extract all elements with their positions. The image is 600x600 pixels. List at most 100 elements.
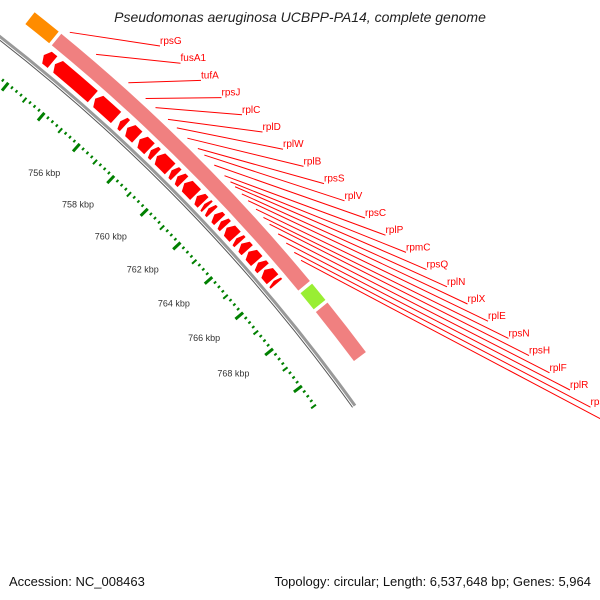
gene-arrow-rpsG	[41, 50, 59, 70]
scale-label: 762 kbp	[127, 265, 159, 275]
minor-tick	[280, 361, 285, 366]
gene-label-rpsN: rpsN	[509, 328, 530, 339]
major-tick	[293, 384, 303, 394]
topology-text: Topology: circular; Length: 6,537,648 bp…	[274, 574, 591, 589]
minor-tick	[273, 352, 278, 357]
minor-tick	[98, 163, 103, 167]
minor-tick	[21, 97, 28, 103]
scale-label: 760 kbp	[95, 232, 127, 242]
minor-tick	[126, 191, 132, 198]
minor-tick	[1, 78, 5, 83]
minor-tick	[140, 203, 145, 208]
feature-band	[299, 282, 327, 311]
gene-label-rpsS: rpsS	[324, 174, 345, 185]
minor-tick	[295, 380, 299, 384]
gene-arrow-rpsE	[260, 267, 280, 286]
minor-tick	[55, 123, 59, 128]
minor-tick	[14, 89, 19, 94]
minor-tick	[102, 167, 107, 171]
minor-tick	[119, 183, 124, 187]
feature-band	[50, 32, 312, 292]
minor-tick	[243, 316, 248, 320]
gene-label-rplR: rplR	[570, 380, 588, 391]
minor-tick	[37, 108, 41, 113]
gene-label-rplE: rplE	[488, 311, 506, 322]
major-tick	[106, 174, 116, 185]
gene-leader-line	[247, 200, 468, 305]
gene-arrow-rplW	[146, 145, 162, 162]
minor-tick	[185, 250, 190, 254]
gene-arrow-rplV	[173, 172, 190, 189]
minor-tick	[132, 195, 136, 200]
gene-label-rpsG: rpsG	[160, 36, 182, 47]
minor-tick	[89, 155, 94, 159]
gene-arrow-rpsH	[237, 240, 254, 257]
minor-tick	[262, 338, 267, 343]
minor-tick	[63, 131, 68, 136]
gene-leader-line	[187, 137, 304, 167]
gene-arrow-rpsJ	[116, 116, 132, 133]
accession-text: Accession: NC_008463	[9, 574, 145, 589]
gene-leader-line	[224, 175, 386, 236]
minor-tick	[159, 224, 165, 231]
gene-label-rpmC: rpmC	[406, 242, 430, 253]
minor-tick	[169, 233, 174, 237]
minor-tick	[252, 329, 259, 336]
minor-tick	[157, 220, 161, 225]
minor-tick	[115, 179, 120, 183]
feature-band	[23, 10, 61, 45]
minor-tick	[85, 151, 90, 155]
gene-label-rpsC: rpsC	[365, 208, 386, 219]
minor-tick	[32, 104, 37, 109]
gene-arrow-rpsS	[167, 166, 183, 182]
minor-tick	[197, 263, 202, 267]
gene-arrow-rpsN	[231, 234, 247, 249]
gene-label-rplD: rplD	[263, 122, 281, 133]
minor-tick	[107, 171, 111, 175]
gene-label-rplW: rplW	[283, 139, 304, 150]
minor-tick	[205, 272, 209, 276]
gene-label-rplB: rplB	[304, 156, 322, 167]
gene-leader-line	[197, 148, 325, 185]
gene-label-rplF: rplF	[550, 363, 567, 374]
scale-label-group: 756 kbp 758 kbp 760 kbp 762 kbp 764 kbp 766 k…	[28, 168, 249, 379]
minor-tick	[46, 116, 50, 120]
major-tick	[139, 207, 149, 217]
major-tick	[264, 347, 274, 357]
gene-arrow-rplE	[223, 224, 242, 244]
gene-label-rpsH: rpsH	[529, 346, 550, 357]
minor-tick	[124, 187, 128, 191]
gene-arrow-rplD	[136, 135, 156, 156]
minor-tick	[236, 307, 240, 311]
minor-tick	[165, 229, 169, 233]
gene-leader-line	[285, 242, 571, 391]
gene-leader-line	[167, 118, 263, 133]
gene-group	[41, 50, 284, 290]
minor-tick	[10, 85, 14, 90]
gene-label-rplX: rplX	[468, 294, 486, 305]
minor-tick	[189, 254, 194, 259]
gene-leader-line	[300, 259, 600, 420]
minor-tick	[72, 139, 77, 143]
gene-leader-line	[204, 154, 345, 202]
minor-tick	[191, 258, 198, 265]
minor-tick	[310, 403, 317, 410]
major-tick	[172, 241, 182, 251]
minor-tick	[247, 320, 252, 325]
gene-arrow-rpsQ	[203, 203, 219, 219]
scale-label: 758 kbp	[62, 199, 94, 209]
minor-tick	[288, 371, 292, 375]
minor-tick	[181, 246, 186, 250]
minor-tick	[251, 325, 256, 329]
gene-leader-line	[263, 216, 509, 339]
minor-tick	[217, 285, 221, 289]
minor-tick	[57, 127, 63, 134]
minor-tick	[68, 135, 72, 139]
major-tick	[36, 111, 46, 122]
feature-band-group	[23, 10, 368, 363]
minor-tick	[201, 267, 206, 272]
gene-arrow-rpmD	[268, 276, 284, 290]
minor-tick	[153, 216, 157, 220]
major-tick	[234, 311, 245, 321]
